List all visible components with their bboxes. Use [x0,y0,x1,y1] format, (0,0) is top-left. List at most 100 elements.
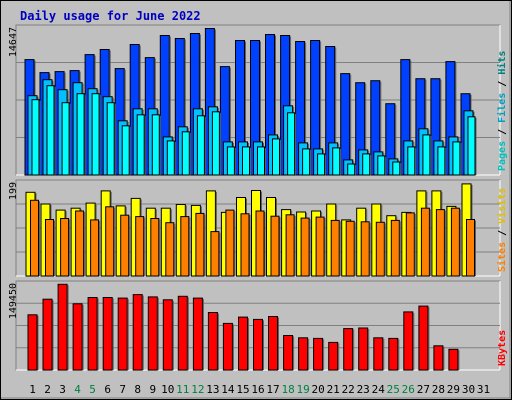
bar-kbytes-day-5 [87,297,98,371]
bar-pages-day-5 [91,93,100,176]
bar-sites-day-15 [240,213,250,277]
x-tick-label: 20 [311,383,324,396]
bar-pages-day-18 [287,112,296,176]
x-tick-label: 15 [236,383,249,396]
legend-part: Visits [496,188,508,224]
panel-2: 199 Sites / Visits [8,179,508,277]
x-tick-label: 26 [402,383,415,396]
panel-1: 14647 Pages / Files / Hits [8,24,508,176]
bar-pages-day-9 [151,114,160,176]
bar-sites-day-17 [270,215,280,277]
bar-pages-day-12 [196,115,205,176]
bar-pages-day-3 [61,102,70,176]
x-tick-label: 5 [89,383,96,396]
chart-title: Daily usage for June 2022 [20,9,201,23]
x-tick-label: 25 [387,383,400,396]
legend-part: / [497,224,508,242]
bar-sites-day-13 [210,231,220,277]
bar-kbytes-day-11 [177,295,188,371]
bar-kbytes-day-8 [132,294,143,371]
bar-pages-day-10 [166,140,175,176]
bar-kbytes-day-15 [238,316,248,371]
bar-kbytes-day-24 [373,337,384,371]
bar-sites-day-9 [150,218,160,277]
bar-sites-day-8 [135,216,145,277]
panel-3: 149450 KBytes [8,280,508,371]
bar-sites-day-5 [90,219,100,277]
bar-pages-day-25 [392,161,401,176]
bar-pages-day-21 [332,147,341,176]
x-tick-label: 3 [59,383,66,396]
bar-pages-day-30 [467,116,476,176]
bar-kbytes-day-2 [42,298,53,371]
bar-pages-day-29 [452,141,461,176]
bar-kbytes-day-23 [358,327,369,371]
bar-kbytes-day-25 [388,337,399,371]
bar-pages-day-27 [422,134,431,176]
bar-sites-day-7 [120,214,130,277]
bar-sites-day-23 [360,221,370,277]
x-tick-label: 18 [281,383,294,396]
bar-sites-day-4 [75,210,85,277]
bar-kbytes-day-17 [268,316,278,371]
x-tick-label: 10 [161,383,174,396]
bar-pages-day-2 [46,85,55,176]
x-tick-label: 30 [462,383,475,396]
bar-kbytes-day-12 [192,297,203,371]
bar-kbytes-day-26 [403,311,414,371]
bar-kbytes-day-28 [433,345,444,371]
bar-kbytes-day-19 [298,337,309,371]
legend-part: Sites [496,242,508,272]
x-tick-label: 27 [417,383,430,396]
bar-pages-day-19 [302,148,311,176]
legend-part: / [497,123,508,141]
bar-pages-day-17 [272,138,280,176]
bar-pages-day-20 [317,153,326,176]
bar-sites-day-27 [420,207,430,277]
x-tick-label: 16 [251,383,264,396]
x-tick-label: 12 [191,383,204,396]
bar-sites-day-26 [405,212,415,277]
x-tick-label: 8 [134,383,141,396]
bar-kbytes-day-6 [102,297,113,371]
series-legend: Sites / Visits [496,188,508,272]
legend-part: Files [496,93,508,123]
legend-part: KBytes [497,330,508,366]
ymax-label: 199 [8,182,19,200]
x-tick-label: 9 [149,383,156,396]
bar-kbytes-day-16 [253,318,263,371]
bar-pages-day-7 [121,125,130,176]
x-tick-label: 1 [29,383,36,396]
bar-sites-day-2 [45,219,54,277]
x-tick-label: 19 [296,383,309,396]
x-tick-label: 11 [176,383,189,396]
bar-pages-day-11 [181,131,190,176]
bar-kbytes-day-27 [418,305,429,371]
x-tick-label: 17 [266,383,279,396]
bar-kbytes-day-29 [448,348,459,371]
bar-pages-day-15 [242,146,250,176]
bar-sites-day-3 [60,218,70,277]
bar-sites-day-12 [195,212,205,277]
bar-kbytes-day-14 [222,322,233,371]
bar-pages-day-6 [106,102,115,176]
bar-kbytes-day-22 [343,328,354,371]
bar-sites-day-6 [105,206,115,277]
bar-sites-day-29 [450,207,460,277]
bar-sites-day-19 [300,217,310,277]
bar-sites-day-10 [165,222,175,277]
bar-kbytes-day-18 [283,335,294,371]
bar-sites-day-16 [255,210,265,277]
x-tick-label: 14 [221,383,235,396]
x-tick-label: 28 [432,383,445,396]
legend-part: / [497,75,508,93]
bar-pages-day-23 [362,153,371,176]
bar-pages-day-26 [407,146,416,176]
bar-sites-day-28 [435,209,445,277]
bar-kbytes-day-10 [162,299,173,371]
bar-sites-day-24 [375,221,385,277]
x-tick-label: 24 [372,383,386,396]
bar-kbytes-day-1 [27,314,38,371]
x-tick-label: 7 [119,383,126,396]
